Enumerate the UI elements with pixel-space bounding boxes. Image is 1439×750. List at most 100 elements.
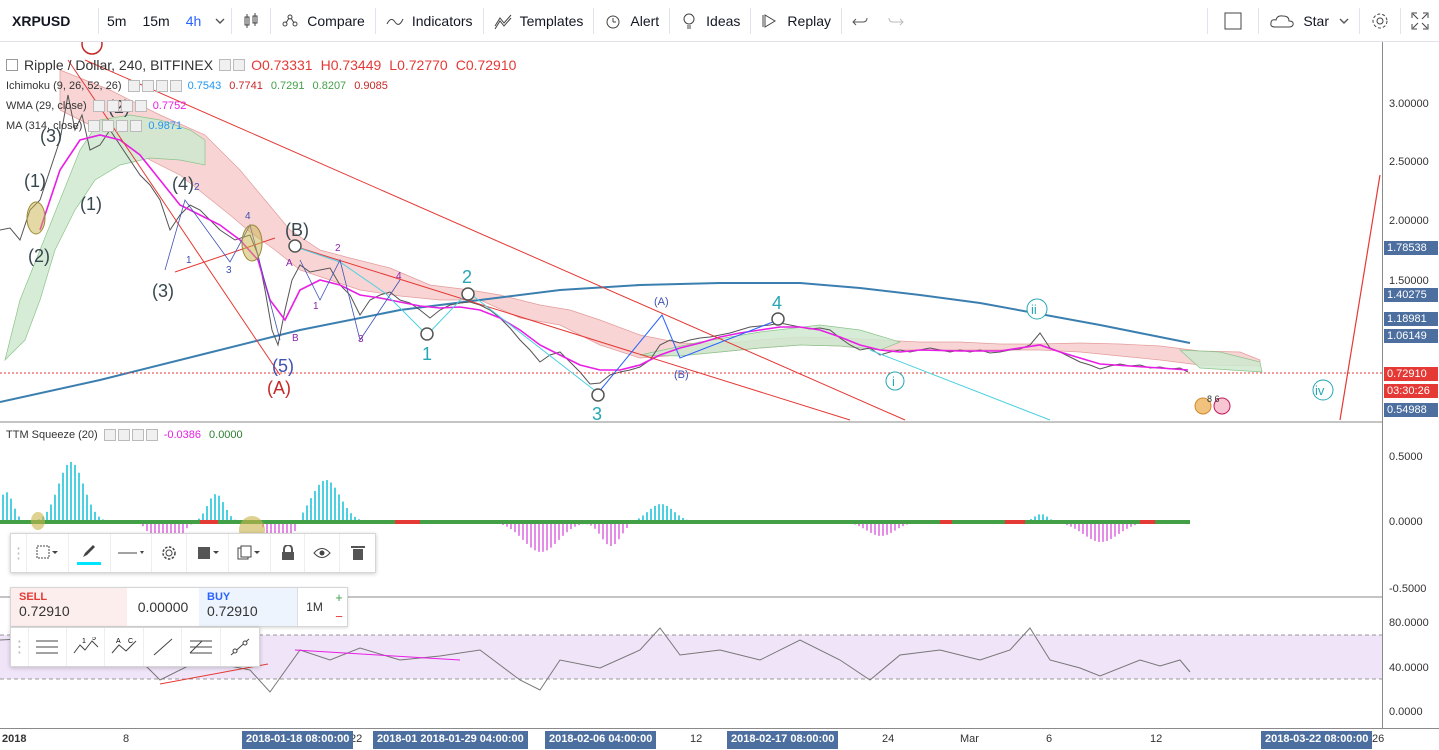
ttm-bar — [210, 498, 212, 522]
symbol-search[interactable]: XRPUSD — [12, 12, 71, 29]
alert-label: Alert — [630, 12, 660, 29]
settings-button[interactable] — [1360, 0, 1400, 42]
ttm-bar — [78, 472, 80, 522]
gear-icon[interactable] — [102, 120, 115, 132]
svg-text:1: 1 — [82, 638, 86, 645]
ma-value: 0.9871 — [148, 120, 183, 132]
template-dropdown[interactable] — [27, 534, 69, 572]
visibility-dropdown[interactable] — [187, 534, 229, 572]
time-tick: 24 — [882, 733, 895, 745]
eye-icon[interactable] — [103, 429, 116, 441]
eye-icon[interactable] — [127, 80, 140, 92]
gear-icon[interactable] — [106, 100, 119, 112]
ttm-bar — [226, 509, 228, 522]
interval-dropdown[interactable] — [209, 0, 231, 42]
settings-button[interactable] — [152, 534, 188, 572]
lock-button[interactable] — [271, 534, 306, 572]
line-color-button[interactable] — [69, 534, 111, 572]
eye-icon[interactable] — [88, 120, 101, 132]
divider — [750, 7, 752, 34]
gear-icon[interactable] — [117, 429, 130, 441]
tool-horizontal-lines[interactable] — [29, 628, 68, 666]
undo-button[interactable] — [842, 0, 878, 42]
tool-fib-retracement[interactable] — [182, 628, 221, 666]
tool-trend-line[interactable] — [144, 628, 183, 666]
code-icon[interactable] — [131, 429, 144, 441]
parallel-lines-icon — [36, 640, 59, 654]
ttm-bar — [506, 522, 508, 527]
fullscreen-button[interactable] — [1401, 0, 1439, 42]
ttm-name[interactable]: TTM Squeeze (20) — [6, 429, 98, 441]
legend-controls — [127, 80, 182, 92]
wave-label-4: 4 — [772, 293, 782, 313]
ichimoku-name[interactable]: Ichimoku (9, 26, 52, 26) — [6, 80, 122, 92]
close-icon[interactable] — [134, 100, 147, 112]
ttm-bar — [1110, 522, 1112, 540]
main-legend-title[interactable]: Ripple / Dollar, 240, BITFINEX — [24, 57, 214, 73]
code-icon[interactable] — [116, 120, 129, 132]
wave-marker — [420, 327, 434, 341]
fullscreen-layout-button[interactable] — [1208, 0, 1258, 42]
minus-button[interactable]: − — [335, 609, 343, 624]
ttm-bar — [1078, 522, 1080, 532]
wma-name[interactable]: WMA (29, close) — [6, 100, 87, 112]
templates-button[interactable]: Templates — [484, 0, 594, 42]
ttm-bar — [566, 522, 568, 533]
plus-button[interactable]: + — [335, 590, 343, 605]
redo-button[interactable] — [878, 0, 914, 42]
ttm-legend: TTM Squeeze (20) -0.0386 0.0000 — [6, 429, 251, 441]
ttm-bar — [570, 522, 572, 530]
divider — [1207, 7, 1209, 34]
ideas-button[interactable]: Ideas — [670, 0, 750, 42]
trend-line — [1339, 174, 1381, 421]
gear-icon[interactable] — [141, 80, 154, 92]
divider — [1258, 7, 1260, 34]
wave-small-2b: 2 — [335, 243, 341, 254]
close-icon[interactable] — [145, 429, 158, 441]
price-axis[interactable]: 3.00000 2.50000 2.00000 1.50000 1.78538 … — [1382, 42, 1439, 728]
tool-ray[interactable] — [221, 628, 259, 666]
ttm-bar — [606, 522, 608, 545]
ttm-bar — [534, 522, 536, 551]
buy-button[interactable]: BUY 0.72910 — [199, 588, 297, 626]
star-button[interactable]: Star — [1259, 0, 1359, 42]
highlight-ellipse — [241, 224, 263, 262]
interval-5m[interactable]: 5m — [107, 12, 127, 29]
close-icon[interactable] — [130, 120, 143, 132]
code-icon[interactable] — [120, 100, 133, 112]
replay-button[interactable]: Replay — [751, 0, 841, 42]
compare-button[interactable]: Compare — [271, 0, 375, 42]
chevron-down-icon — [215, 18, 225, 24]
indicators-button[interactable]: Indicators — [376, 0, 483, 42]
sell-button[interactable]: SELL 0.72910 — [11, 588, 127, 626]
delete-button[interactable] — [340, 534, 375, 572]
ttm-bar — [594, 522, 596, 529]
ttm-bar — [546, 522, 548, 551]
quantity-field[interactable]: 1M — [297, 588, 331, 626]
clone-dropdown[interactable] — [229, 534, 271, 572]
line-style-dropdown[interactable] — [111, 534, 153, 572]
ichimoku-v2: 0.7741 — [229, 80, 263, 92]
visibility-button[interactable] — [305, 534, 341, 572]
time-axis[interactable]: 2018 8 22 12 24 Mar 6 12 26 2018-01-18 0… — [0, 728, 1439, 750]
time-tick: 12 — [1150, 733, 1163, 745]
time-label: 2018-01-18 08:00:00 — [242, 731, 354, 749]
eye-icon[interactable] — [92, 100, 105, 112]
drag-handle-icon[interactable]: ⋮ — [11, 628, 29, 666]
close-icon[interactable] — [169, 80, 182, 92]
rsi-tick: 0.0000 — [1389, 706, 1423, 718]
collapse-icon[interactable] — [6, 59, 18, 71]
gear-icon[interactable] — [233, 59, 246, 71]
code-icon[interactable] — [155, 80, 168, 92]
event-flag-icon — [1194, 397, 1212, 415]
alert-button[interactable]: Alert — [594, 0, 669, 42]
wma-value: 0.7752 — [152, 100, 187, 112]
interval-15m[interactable]: 15m — [142, 12, 170, 29]
chart-type-button[interactable] — [232, 0, 270, 42]
drag-handle-icon[interactable]: ⋮ — [11, 534, 27, 572]
eye-icon[interactable] — [219, 59, 232, 71]
interval-4h[interactable]: 4h — [185, 12, 202, 29]
ma-name[interactable]: MA (314, close) — [6, 120, 83, 132]
